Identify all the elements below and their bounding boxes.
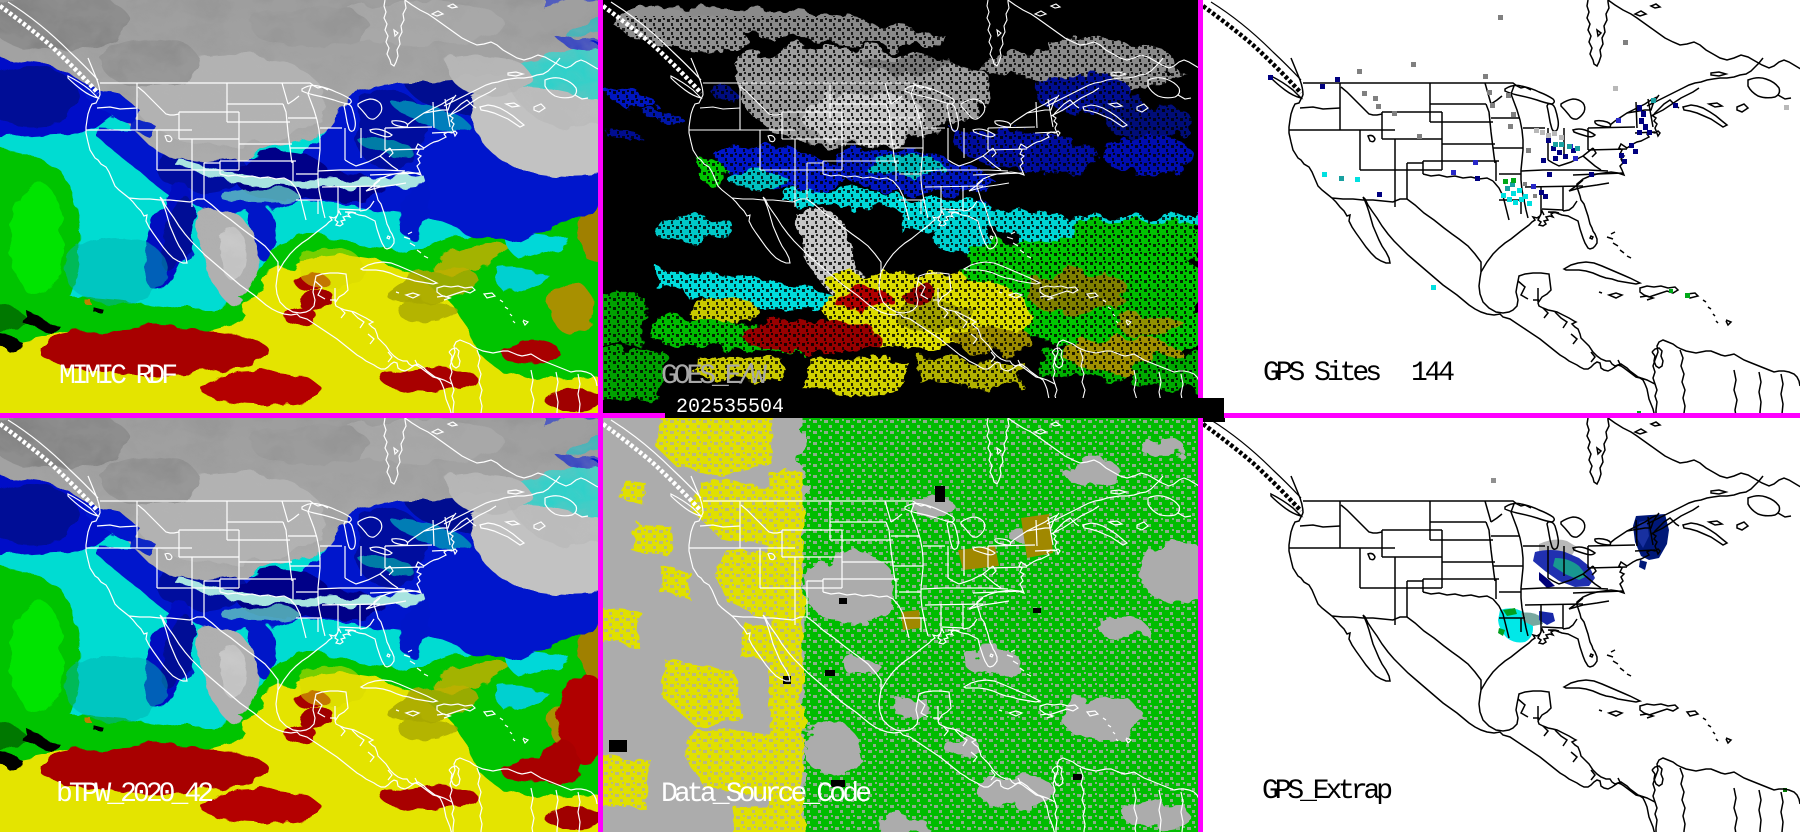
svg-text:GPS Sites: GPS Sites: [1263, 358, 1382, 389]
svg-text:MIMIC RDF: MIMIC RDF: [59, 361, 178, 392]
svg-text:bTPW_2020_42: bTPW_2020_42: [56, 779, 214, 810]
svg-text:144: 144: [1411, 358, 1455, 389]
svg-text:GPS_Extrap: GPS_Extrap: [1262, 776, 1393, 807]
svg-text:Data_Source_Code: Data_Source_Code: [661, 779, 872, 810]
svg-text:GOES_E/W: GOES_E/W: [661, 361, 767, 392]
